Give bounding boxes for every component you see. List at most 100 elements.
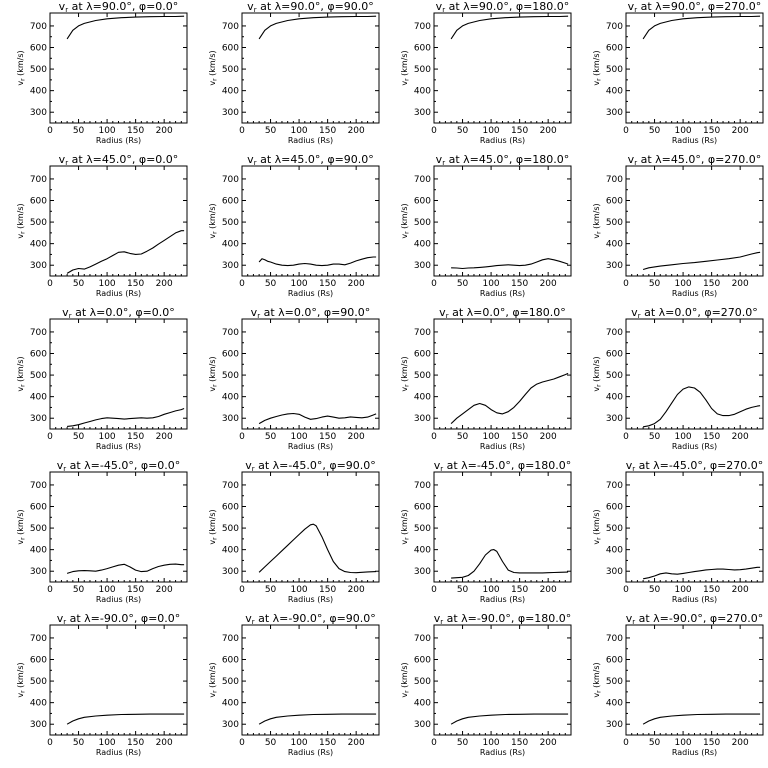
x-axis-label: Radius (Rs)	[672, 442, 717, 451]
y-tick-label: 500	[606, 524, 623, 534]
y-tick-label: 700	[222, 175, 239, 185]
title-subscript: r	[63, 465, 66, 473]
y-label-units: (km/s)	[16, 203, 25, 231]
x-tick-label: 100	[98, 432, 115, 442]
y-label-v: v	[16, 234, 25, 239]
panel-frame	[433, 12, 572, 124]
y-tick-label: 400	[30, 240, 47, 250]
x-tick-label: 200	[156, 279, 173, 289]
x-axis-label: Radius (Rs)	[96, 595, 141, 604]
panel-title: vr at λ=0.0°, φ=90.0°	[251, 306, 371, 320]
y-axis-label: vr (km/s)	[208, 509, 219, 544]
x-tick-label: 50	[265, 738, 277, 748]
series-line	[66, 563, 185, 574]
x-tick-label: 0	[623, 738, 629, 748]
x-tick-label: 50	[265, 126, 277, 136]
y-tick-label: 300	[606, 414, 623, 424]
x-tick-label: 50	[457, 126, 469, 136]
x-tick-label: 50	[649, 585, 661, 595]
panel-title: vr at λ=45.0°, φ=0.0°	[59, 153, 179, 167]
panel-title: vr at λ=-45.0°, φ=90.0°	[245, 459, 376, 473]
y-label-units: (km/s)	[208, 509, 217, 537]
series-line	[450, 372, 569, 424]
x-tick-label: 50	[73, 738, 85, 748]
x-tick-label: 200	[156, 585, 173, 595]
y-tick-label: 600	[606, 350, 623, 360]
y-tick-label: 500	[606, 677, 623, 687]
y-label-v: v	[592, 693, 601, 698]
x-tick-label: 200	[348, 279, 365, 289]
y-tick-label: 600	[30, 656, 47, 666]
y-tick-label: 700	[414, 328, 431, 338]
y-tick-label: 600	[414, 44, 431, 54]
x-tick-label: 200	[732, 585, 749, 595]
x-tick-label: 150	[511, 738, 528, 748]
panel-title: vr at λ=-90.0°, φ=90.0°	[245, 612, 376, 626]
y-tick-label: 300	[222, 108, 239, 118]
panel-frame	[49, 318, 188, 430]
title-vr: v	[628, 0, 635, 13]
y-label-units: (km/s)	[208, 356, 217, 384]
y-label-v: v	[208, 540, 217, 545]
series-line	[66, 15, 185, 40]
title-coords: at λ=45.0°, φ=90.0°	[257, 153, 374, 166]
y-label-units: (km/s)	[16, 356, 25, 384]
y-tick-label: 400	[30, 546, 47, 556]
title-coords: at λ=45.0°, φ=180.0°	[445, 153, 569, 166]
y-tick-label: 400	[606, 87, 623, 97]
title-vr: v	[434, 612, 441, 625]
y-tick-label: 400	[30, 699, 47, 709]
y-tick-label: 500	[30, 65, 47, 75]
x-axis-label: Radius (Rs)	[480, 748, 525, 757]
x-tick-label: 50	[265, 585, 277, 595]
y-label-subscript: r	[212, 537, 219, 540]
title-vr: v	[247, 153, 254, 166]
title-vr: v	[439, 306, 446, 319]
title-subscript: r	[632, 618, 635, 626]
x-tick-label: 200	[156, 432, 173, 442]
y-tick-label: 600	[222, 350, 239, 360]
y-tick-label: 400	[606, 240, 623, 250]
y-tick-label: 500	[30, 218, 47, 228]
y-tick-label: 600	[30, 503, 47, 513]
y-label-v: v	[208, 234, 217, 239]
y-label-subscript: r	[20, 231, 27, 234]
y-tick-label: 600	[606, 197, 623, 207]
panel-title: vr at λ=-45.0°, φ=180.0°	[434, 459, 572, 473]
y-axis-label: vr (km/s)	[208, 203, 219, 238]
title-subscript: r	[440, 465, 443, 473]
y-tick-label: 600	[222, 197, 239, 207]
y-tick-label: 700	[414, 634, 431, 644]
x-tick-label: 0	[47, 738, 53, 748]
y-label-v: v	[592, 234, 601, 239]
panel-title: vr at λ=-90.0°, φ=270.0°	[626, 612, 764, 626]
y-label-units: (km/s)	[400, 356, 409, 384]
title-vr: v	[245, 612, 252, 625]
x-tick-label: 100	[674, 738, 691, 748]
title-coords: at λ=0.0°, φ=90.0°	[260, 306, 370, 319]
y-label-v: v	[400, 693, 409, 698]
y-label-v: v	[400, 540, 409, 545]
title-subscript: r	[632, 465, 635, 473]
y-tick-label: 500	[222, 371, 239, 381]
chart-panel: vr at λ=0.0°, φ=0.0°0 50 100 150 20030040050…	[16, 306, 188, 451]
y-tick-label: 400	[414, 699, 431, 709]
y-tick-label: 700	[606, 175, 623, 185]
panel-frame	[49, 624, 188, 736]
title-subscript: r	[254, 6, 257, 14]
title-vr: v	[245, 459, 252, 472]
series-line	[451, 258, 569, 270]
y-label-units: (km/s)	[208, 662, 217, 690]
y-tick-label: 500	[222, 65, 239, 75]
title-subscript: r	[634, 159, 637, 167]
y-axis-label: vr (km/s)	[208, 356, 219, 391]
title-subscript: r	[252, 465, 255, 473]
title-subscript: r	[65, 159, 68, 167]
x-tick-label: 50	[457, 585, 469, 595]
series-line	[450, 713, 569, 725]
x-tick-label: 0	[47, 432, 53, 442]
title-coords: at λ=0.0°, φ=180.0°	[449, 306, 566, 319]
y-tick-label: 400	[414, 87, 431, 97]
y-label-subscript: r	[596, 78, 603, 81]
y-tick-label: 400	[222, 393, 239, 403]
